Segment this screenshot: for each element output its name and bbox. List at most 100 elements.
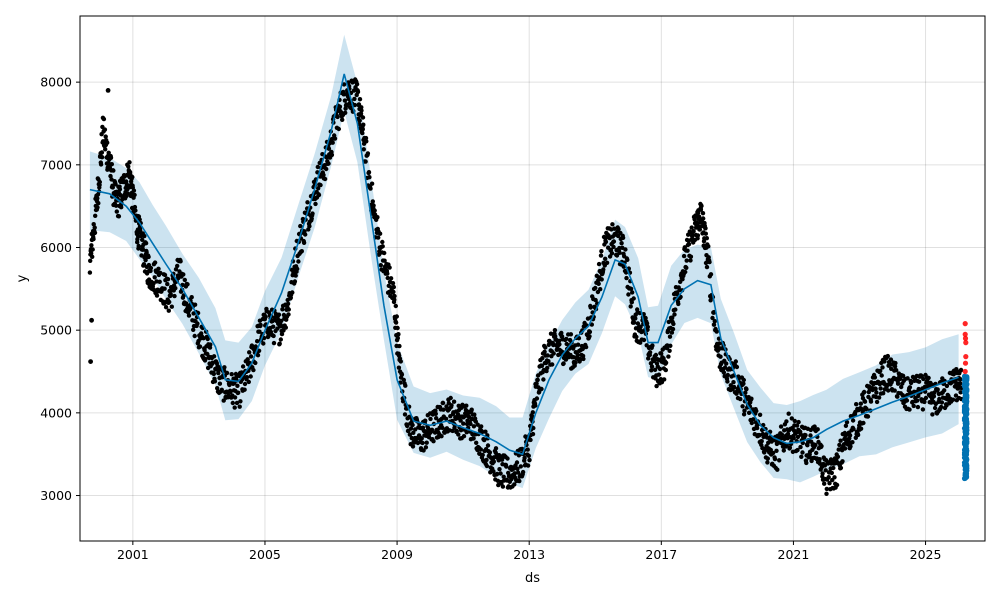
- observed-point: [873, 386, 878, 391]
- observed-point: [89, 243, 94, 248]
- observed-point: [573, 360, 578, 365]
- observed-point: [921, 376, 926, 382]
- observed-point: [360, 127, 365, 132]
- observed-point: [858, 426, 864, 431]
- observed-point: [271, 340, 277, 346]
- observed-point: [407, 432, 413, 437]
- observed-point: [340, 117, 345, 123]
- observed-point: [148, 265, 154, 271]
- observed-point: [330, 140, 335, 145]
- observed-point: [672, 312, 677, 317]
- observed-point: [152, 260, 158, 265]
- observed-point: [533, 403, 538, 408]
- observed-point: [744, 387, 749, 392]
- observed-point: [656, 372, 662, 377]
- observed-point: [133, 208, 138, 213]
- observed-point: [97, 179, 103, 185]
- observed-point: [930, 412, 935, 417]
- observed-point: [944, 383, 950, 389]
- observed-point: [568, 332, 574, 337]
- observed-point: [741, 381, 746, 386]
- observed-point: [699, 203, 704, 209]
- observed-point: [326, 161, 331, 166]
- observed-point: [633, 316, 638, 321]
- observed-point: [140, 247, 146, 252]
- anomaly-point: [962, 335, 969, 341]
- observed-point: [787, 445, 793, 450]
- observed-point: [90, 254, 95, 259]
- observed-point: [439, 434, 444, 439]
- observed-point: [399, 372, 405, 377]
- y-tick-label: 4000: [40, 405, 72, 420]
- forecast-point: [963, 392, 969, 398]
- observed-point: [951, 372, 956, 377]
- observed-point: [434, 416, 439, 421]
- observed-point: [545, 365, 550, 371]
- observed-point: [733, 359, 738, 364]
- observed-point: [189, 295, 194, 300]
- y-tick-label: 6000: [40, 240, 72, 255]
- observed-point: [90, 247, 95, 252]
- observed-point: [351, 88, 357, 93]
- observed-point: [298, 223, 303, 229]
- observed-point: [475, 422, 480, 427]
- observed-point: [103, 134, 108, 139]
- observed-point: [370, 199, 375, 204]
- observed-point: [342, 98, 348, 103]
- y-axis-label: y: [15, 274, 30, 282]
- observed-point: [751, 417, 756, 422]
- observed-point: [583, 344, 589, 350]
- observed-point: [878, 386, 883, 391]
- forecast-point: [962, 376, 969, 382]
- observed-point: [646, 356, 651, 361]
- observed-point: [240, 364, 246, 369]
- observed-point: [461, 434, 467, 439]
- observed-point: [847, 433, 853, 438]
- observed-point: [598, 287, 603, 292]
- x-tick-label: 2001: [117, 547, 149, 562]
- observed-point: [886, 388, 891, 393]
- observed-point: [937, 396, 942, 402]
- observed-point: [718, 354, 723, 359]
- observed-point: [166, 308, 171, 313]
- observed-point: [611, 244, 616, 250]
- observed-point: [423, 445, 429, 450]
- observed-point: [140, 237, 145, 242]
- observed-point: [201, 336, 206, 341]
- observed-point: [360, 130, 365, 136]
- observed-point: [690, 232, 695, 238]
- x-tick-label: 2005: [249, 547, 281, 562]
- observed-point: [904, 398, 910, 403]
- observed-point: [292, 279, 298, 284]
- observed-point: [907, 407, 912, 412]
- observed-point: [163, 305, 169, 310]
- observed-point: [357, 97, 363, 102]
- observed-point: [305, 200, 310, 205]
- observed-point: [192, 333, 197, 339]
- observed-point: [299, 249, 304, 254]
- observed-point: [683, 269, 688, 275]
- observed-point: [266, 332, 271, 338]
- observed-point: [575, 352, 580, 358]
- observed-point: [530, 410, 535, 415]
- x-axis-ticks: 2001 2005 2009 2013 2017 2021 2025: [117, 541, 941, 562]
- forecast-point: [962, 411, 969, 417]
- observed-point: [781, 448, 786, 453]
- observed-point: [409, 435, 414, 441]
- observed-point: [851, 426, 856, 432]
- observed-point: [667, 348, 672, 353]
- observed-point: [91, 222, 96, 227]
- observed-point: [217, 381, 223, 386]
- observed-point: [469, 407, 474, 412]
- observed-point: [652, 367, 658, 372]
- observed-point: [551, 351, 556, 356]
- observed-point: [232, 405, 237, 410]
- observed-point: [587, 329, 593, 335]
- observed-point: [932, 405, 938, 411]
- observed-point: [354, 82, 360, 87]
- observed-point: [396, 332, 401, 337]
- observed-point: [703, 226, 708, 231]
- observed-point: [686, 242, 692, 247]
- observed-point: [926, 375, 931, 381]
- observed-point: [480, 452, 485, 458]
